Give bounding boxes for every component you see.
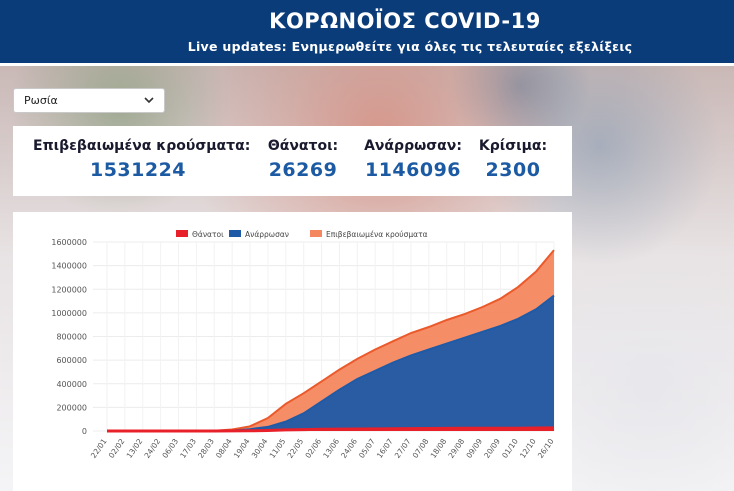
stat-critical: Κρίσιμα: 2300	[473, 126, 553, 181]
stat-critical-value: 2300	[485, 159, 541, 181]
x-tick-label: 26/10	[536, 437, 556, 460]
stat-recovered-label: Ανάρρωσαν:	[364, 138, 462, 154]
x-tick-label: 08/04	[214, 437, 234, 460]
deaths-line	[107, 426, 555, 433]
x-tick-label: 11/05	[268, 437, 288, 460]
y-tick-label: 1400000	[51, 262, 87, 271]
x-tick-label: 07/08	[411, 437, 431, 460]
stat-critical-label: Κρίσιμα:	[478, 138, 548, 154]
x-tick-label: 27/07	[393, 437, 413, 460]
stat-confirmed: Επιβεβαιωμένα κρούσματα: 1531224	[33, 126, 251, 181]
x-tick-label: 20/09	[482, 437, 502, 460]
covid-area-chart: 0 200000 400000 600000 800000 1000000 1200000 1…	[51, 230, 556, 460]
x-tick-label: 05/07	[357, 437, 377, 460]
chevron-down-icon	[144, 97, 154, 104]
x-tick-label: 18/08	[429, 437, 449, 460]
stat-confirmed-label: Επιβεβαιωμένα κρούσματα:	[33, 138, 251, 154]
x-tick-label: 17/03	[178, 437, 198, 460]
x-tick-label: 06/03	[160, 437, 180, 460]
x-tick-label: 02/02	[107, 437, 127, 460]
y-tick-label: 400000	[56, 380, 87, 389]
y-tick-label: 200000	[56, 403, 87, 412]
x-tick-label: 13/02	[125, 437, 145, 460]
y-tick-label: 600000	[56, 356, 87, 365]
legend-label: Επιβεβαιωμένα κρούσματα	[326, 230, 428, 239]
x-tick-label: 24/06	[339, 437, 359, 460]
x-tick-label: 19/04	[232, 437, 252, 460]
x-tick-label: 16/07	[375, 437, 395, 460]
stat-deaths-label: Θάνατοι:	[267, 138, 339, 154]
country-select[interactable]: Ρωσία	[13, 88, 165, 113]
stat-recovered-value: 1146096	[364, 159, 462, 181]
y-tick-label: 1000000	[51, 309, 87, 318]
x-tick-label: 02/06	[303, 437, 323, 460]
country-select-value: Ρωσία	[24, 94, 58, 107]
legend-swatch	[229, 230, 241, 237]
x-tick-label: 22/01	[89, 437, 109, 460]
y-tick-label: 1600000	[51, 238, 87, 247]
x-tick-label: 13/06	[321, 437, 341, 460]
x-tick-label: 24/02	[143, 437, 163, 460]
stat-recovered: Ανάρρωσαν: 1146096	[358, 126, 468, 181]
recovered-area	[107, 295, 554, 431]
x-tick-label: 29/08	[446, 437, 466, 460]
legend-label: Ανάρρωσαν	[245, 230, 289, 239]
x-tick-label: 22/05	[286, 437, 306, 460]
stat-deaths-value: 26269	[268, 159, 338, 181]
page-subtitle: Live updates: Ενημερωθείτε για όλες τις …	[187, 39, 633, 54]
y-tick-label: 0	[82, 427, 87, 436]
legend-swatch	[310, 230, 322, 237]
y-tick-label: 1200000	[51, 285, 87, 294]
page-header: ΚΟΡΩΝΟΪΟΣ COVID-19 Live updates: Ενημερω…	[0, 0, 734, 66]
stat-deaths: Θάνατοι: 26269	[263, 126, 343, 181]
page-title: ΚΟΡΩΝΟΪΟΣ COVID-19	[269, 9, 541, 33]
y-tick-label: 800000	[56, 333, 87, 342]
chart-card: 0 200000 400000 600000 800000 1000000 1200000 1…	[13, 212, 572, 491]
legend-label: Θάνατοι	[192, 230, 224, 239]
x-tick-label: 01/10	[500, 437, 520, 460]
stats-panel: Επιβεβαιωμένα κρούσματα: 1531224 Θάνατοι…	[13, 126, 572, 196]
x-tick-label: 09/09	[464, 437, 484, 460]
x-tick-label: 30/04	[250, 437, 270, 460]
x-tick-label: 28/03	[196, 437, 216, 460]
stat-confirmed-value: 1531224	[89, 159, 187, 181]
x-tick-label: 12/10	[518, 437, 538, 460]
legend-swatch	[176, 230, 188, 237]
